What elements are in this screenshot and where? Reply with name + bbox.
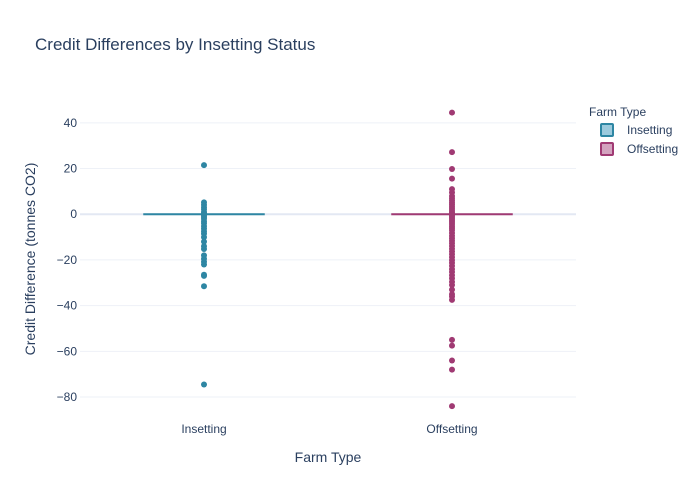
x-axis-ticks: Insetting Offsetting bbox=[181, 422, 477, 436]
data-point bbox=[449, 109, 455, 116]
y-tick-label: −80 bbox=[57, 390, 78, 404]
data-point bbox=[449, 165, 455, 172]
data-point bbox=[449, 296, 455, 303]
data-point bbox=[449, 336, 455, 343]
legend-item-label: Insetting bbox=[627, 123, 672, 137]
data-point bbox=[201, 283, 207, 290]
series-offsetting bbox=[391, 109, 513, 410]
data-point bbox=[449, 357, 455, 364]
y-axis-ticks: 40 20 0 −20 −40 −60 −80 bbox=[57, 116, 78, 404]
x-tick-label: Offsetting bbox=[426, 422, 477, 436]
data-point bbox=[201, 238, 207, 245]
data-point bbox=[201, 261, 207, 268]
data-point bbox=[201, 245, 207, 252]
data-point bbox=[449, 282, 455, 289]
y-tick-label: 40 bbox=[64, 116, 78, 130]
y-tick-label: 20 bbox=[64, 162, 78, 176]
chart-title: Credit Differences by Insetting Status bbox=[35, 35, 315, 54]
data-point bbox=[201, 272, 207, 279]
y-tick-label: 0 bbox=[70, 207, 77, 221]
y-axis-title: Credit Difference (tonnes CO2) bbox=[22, 163, 38, 356]
data-point bbox=[201, 234, 207, 241]
y-tick-label: −60 bbox=[57, 344, 78, 358]
legend-item-label: Offsetting bbox=[627, 142, 678, 156]
series-layer bbox=[143, 109, 513, 410]
x-tick-label: Insetting bbox=[181, 422, 226, 436]
data-point bbox=[449, 403, 455, 410]
legend-title: Farm Type bbox=[589, 105, 646, 119]
series-insetting bbox=[143, 162, 265, 388]
data-point bbox=[449, 366, 455, 373]
data-point bbox=[201, 381, 207, 388]
x-axis-title: Farm Type bbox=[295, 449, 362, 465]
legend-swatch bbox=[600, 123, 614, 137]
data-point bbox=[449, 149, 455, 156]
legend-swatch bbox=[600, 142, 614, 156]
gridlines bbox=[80, 122, 576, 398]
data-point bbox=[201, 162, 207, 169]
y-tick-label: −20 bbox=[57, 253, 78, 267]
data-point bbox=[449, 175, 455, 182]
data-point bbox=[449, 342, 455, 349]
data-point bbox=[449, 286, 455, 293]
y-tick-label: −40 bbox=[57, 299, 78, 313]
legend: Farm Type Insetting Offsetting bbox=[589, 105, 678, 156]
